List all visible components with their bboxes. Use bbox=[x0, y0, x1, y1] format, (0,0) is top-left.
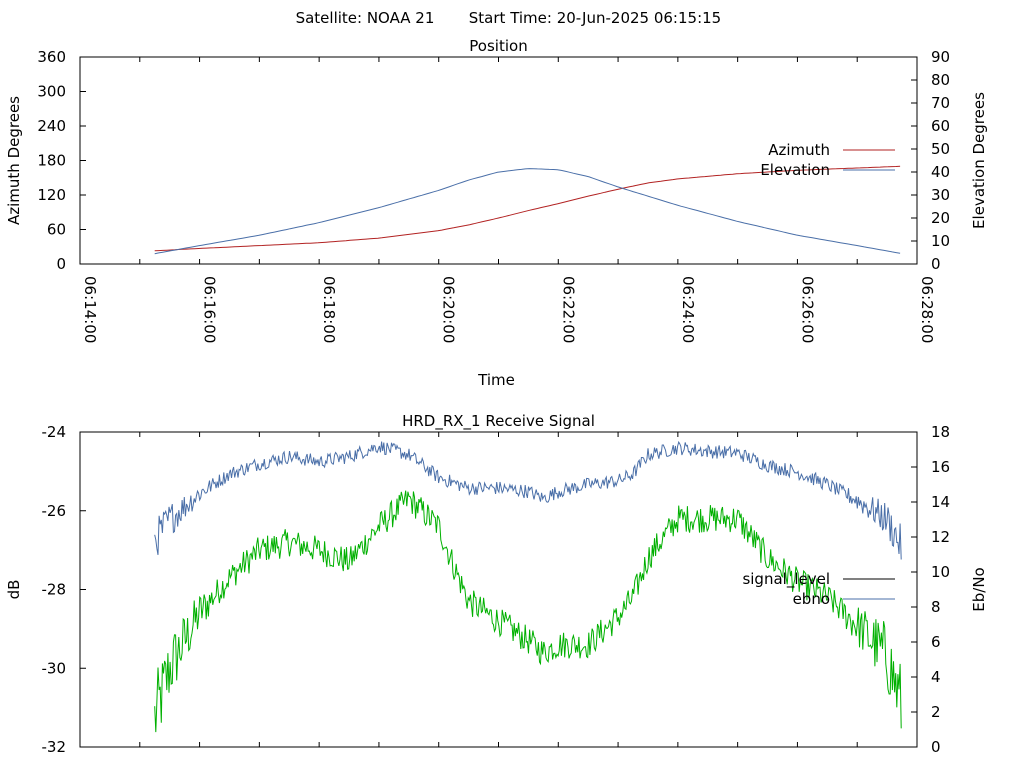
series-line-azimuth bbox=[154, 165, 901, 252]
y2-tick-label: 80 bbox=[931, 71, 950, 89]
satellite-label: Satellite: NOAA 21 bbox=[296, 9, 435, 27]
x-tick-label: 06:18:00 bbox=[320, 276, 338, 343]
y-tick-label: 120 bbox=[37, 186, 66, 204]
y-axis-label: Azimuth Degrees bbox=[5, 96, 23, 225]
y-tick-label: 240 bbox=[37, 117, 66, 135]
series-line-elevation bbox=[154, 168, 901, 255]
y2-tick-label: 70 bbox=[931, 94, 950, 112]
y2-axis-label: Elevation Degrees bbox=[970, 92, 988, 229]
y-axis-label: dB bbox=[5, 580, 23, 600]
y-tick-label: 60 bbox=[47, 221, 66, 239]
y-tick-label: -30 bbox=[42, 659, 67, 677]
y2-axis-label: Eb/No bbox=[970, 567, 988, 611]
x-tick-label: 06:24:00 bbox=[679, 276, 697, 343]
y2-tick-label: 60 bbox=[931, 117, 950, 135]
y2-tick-label: 4 bbox=[931, 668, 941, 686]
legend-label: ebno bbox=[793, 590, 830, 608]
y-tick-label: -24 bbox=[42, 423, 67, 441]
position-chart: Position 06:14:00 06:16:00 06:18:00 06:20:00… bbox=[5, 37, 988, 389]
y2-tick-label: 18 bbox=[931, 423, 950, 441]
y2-tick-label: 0 bbox=[931, 738, 941, 756]
chart-title: HRD_RX_1 Receive Signal bbox=[402, 412, 595, 431]
series-line-ebno bbox=[154, 440, 902, 560]
x-tick-label: 06:20:00 bbox=[440, 276, 458, 343]
y-tick-label: -28 bbox=[42, 581, 67, 599]
legend-label: signal_level bbox=[742, 570, 830, 589]
receive-signal-chart: HRD_RX_1 Receive Signal -32 -30 -28 -26 -24 0 2… bbox=[5, 412, 988, 756]
y2-tick-label: 10 bbox=[931, 232, 950, 250]
y2-tick-label: 90 bbox=[931, 48, 950, 66]
y2-tick-label: 50 bbox=[931, 140, 950, 158]
y-tick-label: -32 bbox=[42, 738, 67, 756]
x-tick-label: 06:14:00 bbox=[81, 276, 99, 343]
x-tick-label: 06:22:00 bbox=[559, 276, 577, 343]
y-tick-label: 360 bbox=[37, 48, 66, 66]
y2-tick-label: 8 bbox=[931, 598, 941, 616]
y2-tick-label: 0 bbox=[931, 255, 941, 273]
start-time-label: Start Time: 20-Jun-2025 06:15:15 bbox=[469, 9, 721, 27]
y2-tick-label: 16 bbox=[931, 458, 950, 476]
series-line-signal-level bbox=[154, 490, 902, 733]
x-tick-label: 06:28:00 bbox=[918, 276, 936, 343]
x-tick-label: 06:26:00 bbox=[798, 276, 816, 343]
y2-tick-label: 20 bbox=[931, 209, 950, 227]
chart-title: Position bbox=[469, 37, 527, 55]
y-tick-label: 180 bbox=[37, 152, 66, 170]
y2-tick-label: 40 bbox=[931, 163, 950, 181]
x-axis-label: Time bbox=[477, 371, 515, 389]
y2-tick-label: 14 bbox=[931, 493, 950, 511]
legend-label: Elevation bbox=[760, 161, 830, 179]
y2-tick-label: 6 bbox=[931, 633, 941, 651]
x-tick-label: 06:16:00 bbox=[201, 276, 219, 343]
y2-tick-label: 12 bbox=[931, 528, 950, 546]
y2-tick-label: 2 bbox=[931, 703, 941, 721]
plot-frame bbox=[79, 431, 918, 748]
y2-tick-label: 30 bbox=[931, 186, 950, 204]
y-tick-label: -26 bbox=[42, 502, 67, 520]
legend-label: Azimuth bbox=[768, 141, 830, 159]
y2-tick-label: 10 bbox=[931, 563, 950, 581]
y-tick-label: 300 bbox=[37, 83, 66, 101]
y-tick-label: 0 bbox=[56, 255, 66, 273]
